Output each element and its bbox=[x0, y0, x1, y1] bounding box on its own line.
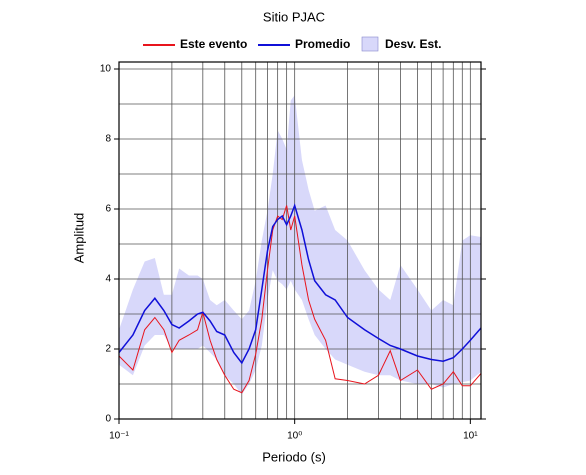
x-tick-label: 10⁻¹ bbox=[109, 431, 129, 442]
series-line bbox=[118, 203, 482, 365]
y-axis-label: Amplitud bbox=[71, 213, 86, 264]
plot-frame bbox=[118, 61, 482, 420]
y-tick-label: 10 bbox=[100, 64, 112, 75]
legend-label: Este evento bbox=[180, 37, 247, 51]
x-tick-label: 10⁰ bbox=[287, 431, 302, 442]
y-tick-label: 2 bbox=[105, 344, 111, 355]
chart-title: Sitio PJAC bbox=[263, 9, 325, 24]
x-tick-label: 10¹ bbox=[463, 431, 478, 442]
y-tick-label: 8 bbox=[105, 134, 111, 145]
legend-label: Desv. Est. bbox=[385, 37, 441, 51]
y-tick-label: 0 bbox=[105, 414, 111, 425]
legend-swatch bbox=[361, 36, 379, 52]
y-tick-label: 6 bbox=[105, 204, 111, 215]
legend-label: Promedio bbox=[295, 37, 350, 51]
x-axis-label: Periodo (s) bbox=[262, 449, 326, 464]
y-tick-label: 4 bbox=[105, 274, 111, 285]
